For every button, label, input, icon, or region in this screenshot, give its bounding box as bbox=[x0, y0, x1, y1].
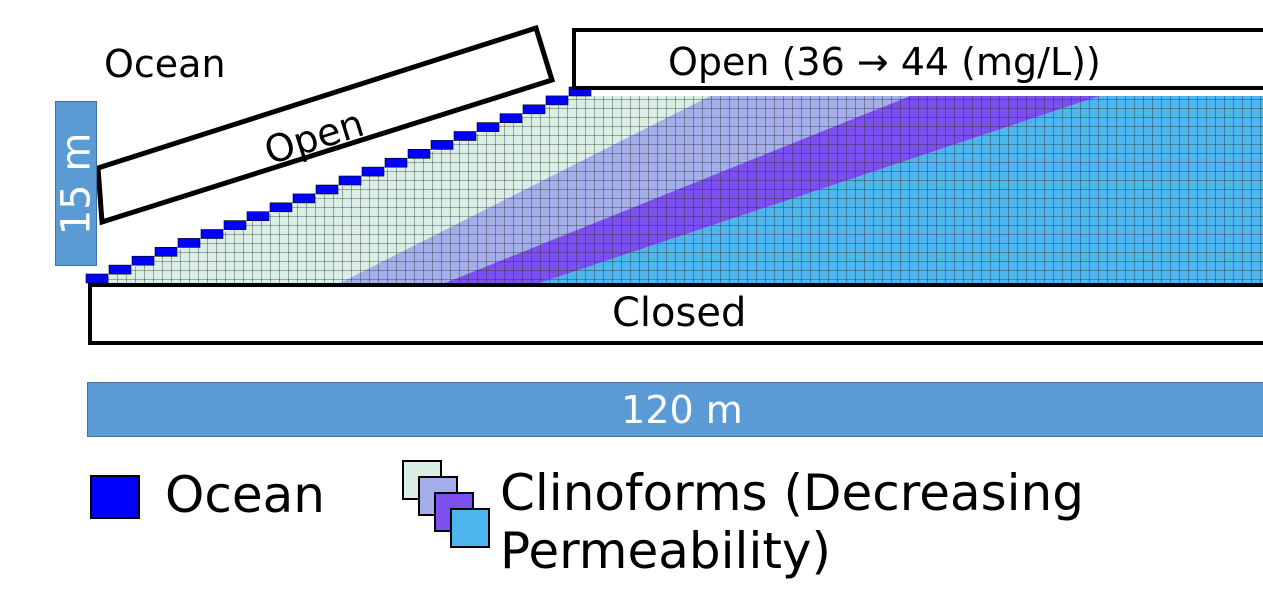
depth-scale-label-wrap: 15 m bbox=[53, 101, 100, 266]
ocean-cell bbox=[407, 149, 431, 159]
ocean-boundary-cells bbox=[85, 86, 592, 284]
ocean-cell bbox=[453, 131, 477, 141]
legend-ocean-label: Ocean bbox=[165, 466, 325, 524]
open-top-label: Open (36 → 44 (mg/L)) bbox=[668, 40, 1101, 84]
ocean-label: Ocean bbox=[104, 42, 226, 86]
ocean-cell bbox=[384, 157, 408, 168]
ocean-cell bbox=[269, 202, 293, 213]
ocean-cell bbox=[476, 122, 500, 132]
ocean-cell bbox=[177, 238, 201, 248]
ocean-cell bbox=[545, 95, 569, 106]
closed-label: Closed bbox=[612, 290, 747, 336]
ocean-cell bbox=[361, 166, 385, 177]
depth-scale-label: 15 m bbox=[53, 132, 100, 235]
ocean-cell bbox=[522, 104, 546, 115]
ocean-cell bbox=[200, 229, 224, 239]
ocean-cell bbox=[108, 264, 132, 275]
legend-clinoform-line2: Permeability) bbox=[500, 522, 832, 580]
ocean-cell bbox=[292, 193, 316, 204]
depth-scale-bar bbox=[55, 101, 97, 266]
legend-ocean-swatch bbox=[90, 475, 140, 519]
ocean-cell bbox=[430, 140, 454, 150]
legend-clinoform-label: Clinoforms (Decreasing Permeability) bbox=[500, 464, 1084, 580]
length-scale-label: 120 m bbox=[621, 388, 743, 432]
legend-clinoform-line1: Clinoforms (Decreasing bbox=[500, 464, 1084, 522]
open-top-boundary bbox=[572, 28, 1263, 90]
ocean-cell bbox=[338, 175, 362, 186]
ocean-cell bbox=[131, 255, 155, 266]
closed-bottom-boundary bbox=[88, 283, 1263, 345]
ocean-cell bbox=[499, 113, 523, 123]
length-scale-bar bbox=[87, 382, 1263, 437]
ocean-cell bbox=[246, 211, 270, 221]
ocean-cell bbox=[223, 220, 247, 230]
legend-clinoform-swatches bbox=[402, 460, 502, 560]
ocean-cell bbox=[315, 184, 339, 195]
ocean-cell bbox=[154, 247, 178, 257]
legend-clinoform-swatch-4 bbox=[450, 508, 490, 548]
